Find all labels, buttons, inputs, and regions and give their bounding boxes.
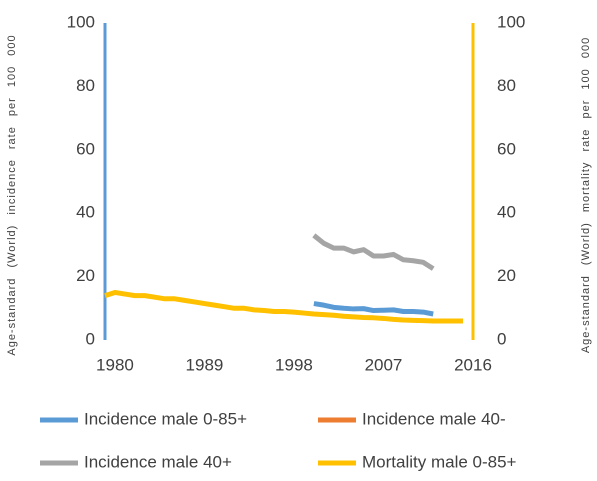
x-tick-label: 1989 (186, 355, 224, 374)
y-tick-label: 40 (76, 203, 95, 222)
y-tick-label: 0 (86, 329, 95, 348)
y2-axis-title: Age-standard (World) mortality rate per … (580, 37, 592, 353)
y-tick-label: 60 (76, 139, 95, 158)
y2-tick-label: 0 (497, 329, 506, 348)
series-line (104, 289, 464, 324)
y2-tick-label: 60 (497, 139, 516, 158)
legend-label: Incidence male 40- (362, 409, 506, 428)
legend-label: Mortality male 0-85+ (362, 452, 517, 471)
x-tick-label: 1980 (96, 355, 134, 374)
y-tick-label: 100 (67, 12, 95, 31)
y2-tick-label: 100 (497, 12, 525, 31)
y2-tick-label: 80 (497, 76, 516, 95)
legend-label: Incidence male 40+ (84, 452, 232, 471)
y2-tick-label: 20 (497, 266, 516, 285)
y-tick-label: 80 (76, 76, 95, 95)
series-line (312, 233, 435, 271)
legend-label: Incidence male 0-85+ (84, 409, 247, 428)
x-tick-label: 2007 (365, 355, 403, 374)
y-axis-title: Age-standard (World) incidence rate per … (6, 34, 18, 355)
x-tick-label: 2016 (454, 355, 492, 374)
x-tick-label: 1998 (275, 355, 313, 374)
series-line (313, 301, 434, 317)
y-tick-label: 20 (76, 266, 95, 285)
y2-tick-label: 40 (497, 203, 516, 222)
